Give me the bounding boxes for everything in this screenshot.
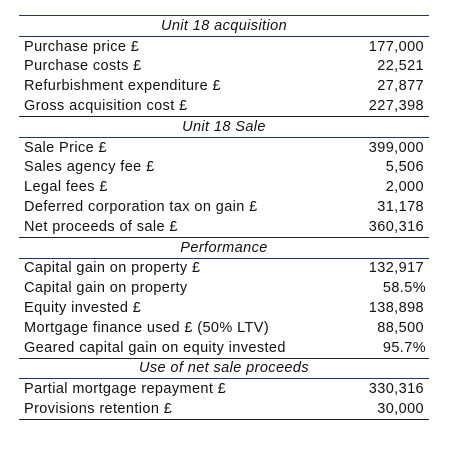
- table-row: Purchase price £ 177,000: [19, 36, 429, 56]
- row-label: Sale Price £: [24, 139, 107, 156]
- financial-table: Unit 18 acquisition Purchase price £ 177,0…: [19, 15, 429, 420]
- row-value: 58.5%: [382, 280, 426, 297]
- row-value: 30,000: [349, 399, 429, 420]
- section-header: Unit 18 Sale: [19, 115, 429, 138]
- row-label: Sales agency fee £: [24, 159, 155, 176]
- table-row: Capital gain on property 58.5%: [19, 278, 429, 298]
- row-value: 177,000: [368, 38, 424, 55]
- table-row: Geared capital gain on equity invested 95…: [19, 337, 429, 359]
- row-value: 27,877: [377, 78, 424, 95]
- row-label: Geared capital gain on equity invested: [19, 337, 350, 359]
- table-row: Sales agency fee £ 5,506: [19, 158, 429, 178]
- row-value: 227,398: [349, 96, 429, 117]
- table-body: Unit 18 acquisition Purchase price £ 177,0…: [19, 15, 429, 420]
- row-value: 88,500: [377, 319, 424, 336]
- row-label: Legal fees £: [24, 179, 108, 196]
- table-row: Mortgage finance used £ (50% LTV) 88,500: [19, 318, 429, 338]
- row-value: 95.7%: [349, 337, 429, 359]
- section-header: Unit 18 acquisition: [19, 15, 429, 37]
- table-row: Purchase costs £ 22,521: [19, 57, 429, 77]
- row-label: Capital gain on property £: [24, 260, 201, 277]
- row-label: Mortgage finance used £ (50% LTV): [24, 319, 270, 336]
- row-label: Equity invested £: [24, 300, 142, 317]
- row-value: 399,000: [368, 139, 424, 156]
- row-label: Purchase costs £: [24, 58, 142, 75]
- section-title: Unit 18 Sale: [19, 115, 429, 138]
- section-title: Use of net sale proceeds: [19, 357, 429, 380]
- table-row: Legal fees £ 2,000: [19, 177, 429, 197]
- table-row: Partial mortgage repayment £ 330,316: [19, 379, 429, 399]
- table-row: Capital gain on property £ 132,917: [19, 258, 429, 278]
- row-value: 360,316: [349, 216, 429, 238]
- section-title: Performance: [19, 236, 429, 259]
- table-row: Deferred corporation tax on gain £ 31,178: [19, 197, 429, 217]
- table-row: Gross acquisition cost £227,398: [19, 96, 429, 117]
- table-row: Refurbishment expenditure £ 27,877: [19, 76, 429, 96]
- row-label: Refurbishment expenditure £: [24, 78, 221, 95]
- row-label: Net proceeds of sale £: [19, 216, 350, 238]
- row-value: 5,506: [385, 159, 424, 176]
- table-row: Sale Price £ 399,000: [19, 137, 429, 157]
- table-row: Net proceeds of sale £360,316: [19, 216, 429, 238]
- section-header: Performance: [19, 236, 429, 259]
- row-label: Partial mortgage repayment £: [24, 381, 227, 398]
- section-title: Unit 18 acquisition: [19, 15, 429, 37]
- row-value: 138,898: [368, 300, 424, 317]
- row-value: 31,178: [377, 199, 424, 216]
- row-label: Capital gain on property: [24, 280, 188, 297]
- row-label: Provisions retention £: [19, 399, 350, 420]
- row-label: Gross acquisition cost £: [19, 96, 350, 117]
- row-value: 330,316: [368, 381, 424, 398]
- table-row: Equity invested £ 138,898: [19, 298, 429, 318]
- row-label: Deferred corporation tax on gain £: [24, 199, 258, 216]
- row-label: Purchase price £: [24, 38, 140, 55]
- section-header: Use of net sale proceeds: [19, 357, 429, 380]
- table-row: Provisions retention £30,000: [19, 399, 429, 420]
- row-value: 132,917: [368, 260, 424, 277]
- row-value: 2,000: [385, 179, 424, 196]
- row-value: 22,521: [377, 58, 424, 75]
